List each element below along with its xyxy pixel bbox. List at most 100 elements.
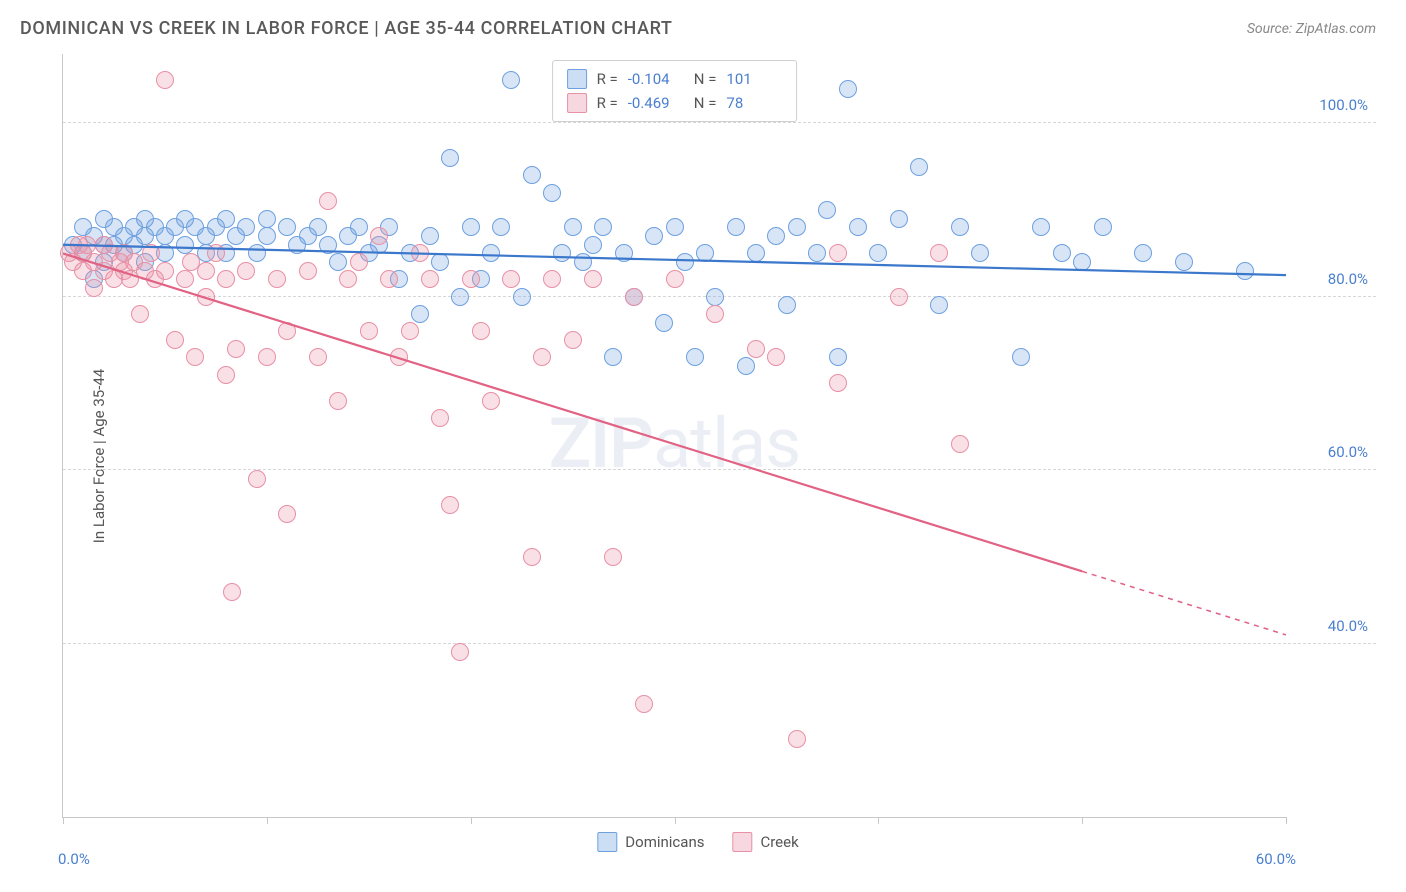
data-point (533, 348, 551, 366)
data-point (666, 218, 684, 236)
data-point (278, 322, 296, 340)
x-tick (1082, 817, 1083, 824)
r-label: R = (597, 94, 618, 112)
stats-legend-row: R =-0.104N =101 (567, 67, 783, 91)
data-point (319, 236, 337, 254)
data-point (482, 392, 500, 410)
data-point (971, 244, 989, 262)
source-label: Source: ZipAtlas.com (1247, 21, 1376, 37)
y-tick-label: 40.0% (1328, 617, 1368, 635)
data-point (930, 296, 948, 314)
data-point (869, 244, 887, 262)
legend-swatch (732, 832, 752, 852)
data-point (604, 548, 622, 566)
data-point (278, 218, 296, 236)
data-point (237, 262, 255, 280)
data-point (594, 218, 612, 236)
data-point (401, 322, 419, 340)
data-point (411, 244, 429, 262)
series-legend: Dominicans Creek (597, 832, 798, 852)
n-value: 101 (726, 70, 782, 88)
data-point (574, 253, 592, 271)
data-point (441, 496, 459, 514)
data-point (166, 331, 184, 349)
data-point (951, 435, 969, 453)
data-point (223, 583, 241, 601)
data-point (584, 236, 602, 254)
data-point (329, 392, 347, 410)
x-tick (1286, 817, 1287, 824)
data-point (156, 262, 174, 280)
data-point (248, 470, 266, 488)
data-point (78, 236, 96, 254)
data-point (217, 210, 235, 228)
chart-title: DOMINICAN VS CREEK IN LABOR FORCE | AGE … (20, 18, 673, 39)
data-point (431, 409, 449, 427)
data-point (513, 288, 531, 306)
data-point (747, 340, 765, 358)
data-point (1236, 262, 1254, 280)
data-point (564, 331, 582, 349)
data-point (142, 244, 160, 262)
data-point (482, 244, 500, 262)
data-point (411, 305, 429, 323)
data-point (696, 244, 714, 262)
data-point (131, 305, 149, 323)
grid-line (63, 643, 1376, 644)
data-point (176, 270, 194, 288)
data-point (462, 218, 480, 236)
y-tick-label: 80.0% (1328, 270, 1368, 288)
legend-label: Creek (760, 833, 798, 851)
grid-line (63, 122, 1376, 123)
data-point (676, 253, 694, 271)
x-max-label: 60.0% (1256, 850, 1296, 868)
data-point (686, 348, 704, 366)
x-tick (878, 817, 879, 824)
data-point (451, 288, 469, 306)
y-tick-label: 60.0% (1328, 443, 1368, 461)
data-point (197, 262, 215, 280)
data-point (237, 218, 255, 236)
data-point (543, 270, 561, 288)
legend-swatch (597, 832, 617, 852)
r-value: -0.469 (628, 94, 684, 112)
stats-legend: R =-0.104N =101R =-0.469N =78 (552, 60, 798, 122)
data-point (462, 270, 480, 288)
data-point (1073, 253, 1091, 271)
data-point (451, 643, 469, 661)
data-point (523, 548, 541, 566)
data-point (706, 288, 724, 306)
data-point (176, 236, 194, 254)
data-point (502, 270, 520, 288)
data-point (502, 71, 520, 89)
data-point (890, 210, 908, 228)
n-value: 78 (726, 94, 782, 112)
data-point (350, 218, 368, 236)
data-point (747, 244, 765, 262)
data-point (492, 218, 510, 236)
data-point (767, 227, 785, 245)
data-point (258, 210, 276, 228)
data-point (788, 218, 806, 236)
data-point (543, 184, 561, 202)
data-point (1053, 244, 1071, 262)
data-point (808, 244, 826, 262)
data-point (1134, 244, 1152, 262)
data-point (156, 71, 174, 89)
data-point (829, 374, 847, 392)
r-value: -0.104 (628, 70, 684, 88)
chart-container: In Labor Force | Age 35-44 ZIPatlas R =-… (20, 54, 1376, 858)
legend-swatch (567, 93, 587, 113)
data-point (584, 270, 602, 288)
data-point (197, 288, 215, 306)
data-point (1012, 348, 1030, 366)
legend-item: Dominicans (597, 832, 704, 852)
data-point (625, 288, 643, 306)
data-point (829, 244, 847, 262)
r-label: R = (597, 70, 618, 88)
plot-area: ZIPatlas R =-0.104N =101R =-0.469N =78 4… (62, 54, 1286, 818)
data-point (421, 227, 439, 245)
data-point (951, 218, 969, 236)
data-point (655, 314, 673, 332)
trend-lines (63, 54, 1286, 817)
